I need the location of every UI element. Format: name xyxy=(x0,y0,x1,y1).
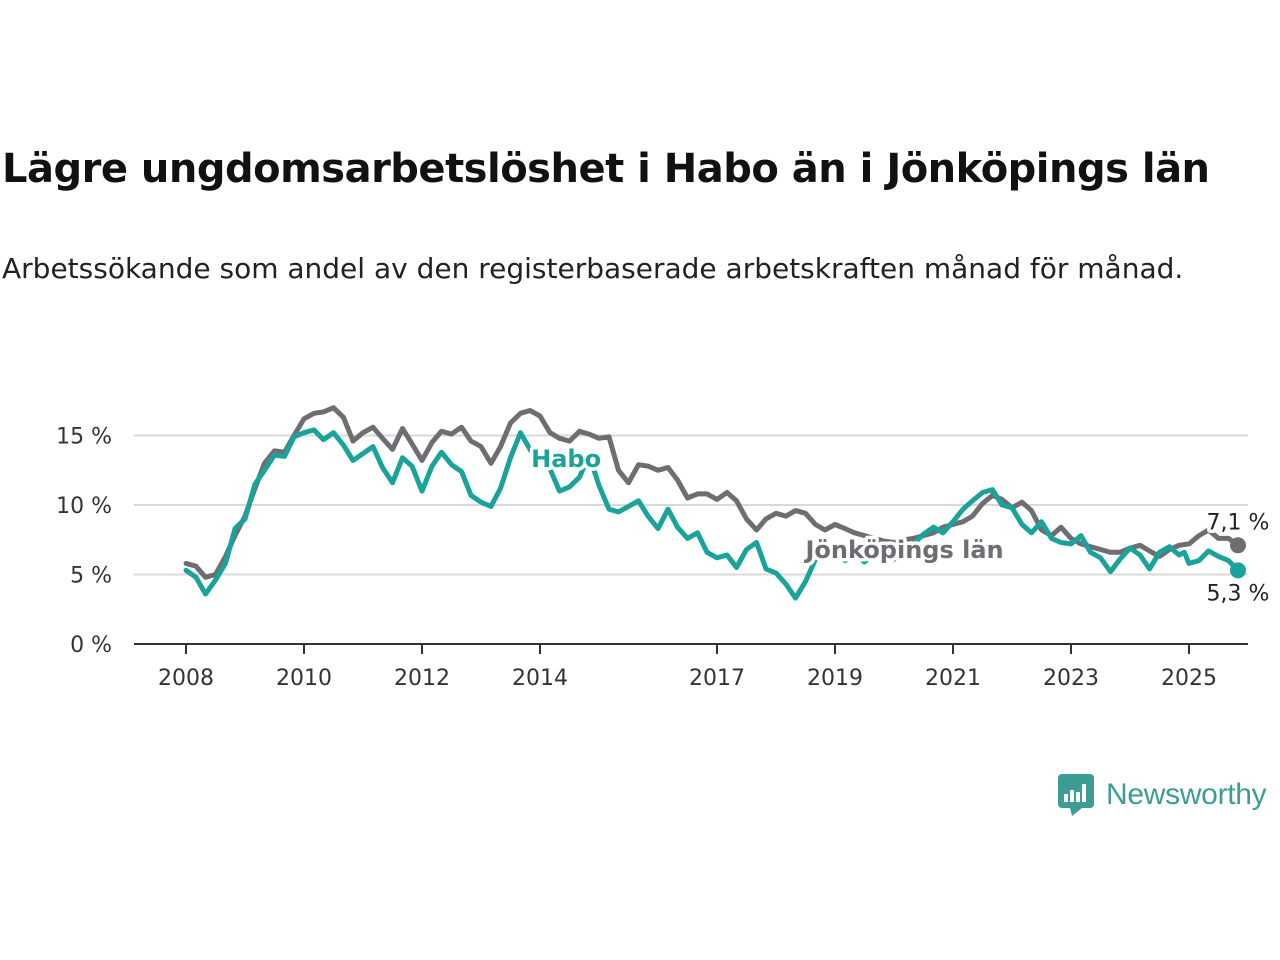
x-axis: 2008 2010 2012 2014 2017 2019 2021 2023 2025 xyxy=(134,643,1248,691)
series-label-jonkopings-lan-halo: Jönköpings län xyxy=(804,536,1004,564)
x-tick-label: 2017 xyxy=(689,666,745,691)
y-tick-label: 15 % xyxy=(56,425,112,450)
x-tick-label: 2025 xyxy=(1161,666,1217,691)
newsworthy-brand[interactable]: Newsworthy xyxy=(1058,772,1267,818)
series-label-habo-halo: Habo xyxy=(531,445,601,473)
series-label-habo: Habo xyxy=(531,445,601,473)
gridlines xyxy=(134,434,1248,576)
x-tick-label: 2008 xyxy=(158,666,214,691)
chart-title: Lägre ungdomsarbetslöshet i Habo än i Jö… xyxy=(2,146,1210,192)
series-end-marker xyxy=(1229,562,1246,579)
end-label-jonkopings-lan-halo: 7,1 % xyxy=(1207,510,1270,535)
x-tick-label: 2014 xyxy=(512,666,568,691)
newsworthy-logo-icon xyxy=(1058,774,1094,816)
end-label-habo: 5,3 % xyxy=(1207,581,1270,606)
end-label-habo-halo: 5,3 % xyxy=(1207,581,1270,606)
y-tick-label: 0 % xyxy=(70,633,112,658)
series-lines xyxy=(183,405,1246,601)
series-label-jonkopings-lan: Jönköpings län xyxy=(804,536,1004,564)
brand-name: Newsworthy xyxy=(1106,778,1267,811)
series-line-habo xyxy=(183,427,1241,601)
end-label-jonkopings-lan: 7,1 % xyxy=(1207,510,1270,535)
x-tick-label: 2021 xyxy=(925,666,981,691)
series-end-marker xyxy=(1229,537,1246,554)
y-tick-label: 10 % xyxy=(56,494,112,519)
x-tick-label: 2010 xyxy=(276,666,332,691)
x-tick-label: 2023 xyxy=(1043,666,1099,691)
y-tick-label: 5 % xyxy=(70,564,112,589)
series-line-jonkopings-lan xyxy=(183,405,1241,580)
chart-subtitle: Arbetssökande som andel av den registerb… xyxy=(2,252,1184,285)
y-axis-tick-labels: 0 % 5 % 10 % 15 % xyxy=(56,425,112,659)
x-tick-label: 2019 xyxy=(807,666,863,691)
x-tick-label: 2012 xyxy=(394,666,450,691)
